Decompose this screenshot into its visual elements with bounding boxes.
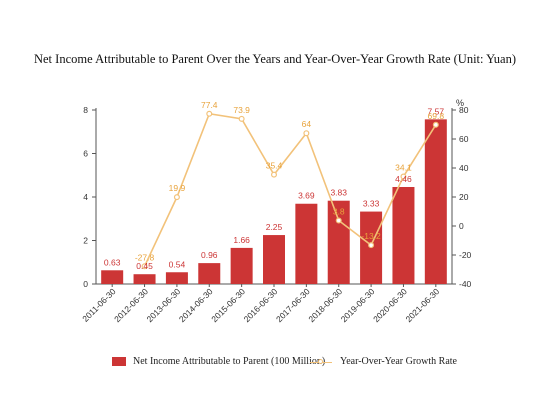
- growth-value-label: -13.2: [361, 231, 381, 241]
- x-tick-label: 2016-06-30: [242, 286, 280, 324]
- legend-bar-label: Net Income Attributable to Parent (100 M…: [133, 356, 326, 367]
- bar: [101, 270, 124, 284]
- growth-point: [206, 110, 213, 117]
- y-right-axis-unit: %: [456, 98, 464, 108]
- bar: [198, 263, 221, 284]
- y-right-tick-label: 60: [459, 134, 469, 144]
- x-tick-label: 2018-06-30: [306, 286, 344, 324]
- y-left-tick-label: 2: [83, 236, 88, 246]
- y-left-tick-label: 6: [83, 149, 88, 159]
- legend-bar-swatch: [112, 357, 126, 366]
- growth-value-label: 34.1: [395, 163, 412, 173]
- growth-point: [368, 242, 375, 249]
- bar: [327, 200, 350, 284]
- bar: [424, 119, 447, 284]
- growth-point: [238, 115, 245, 122]
- growth-value-label: -27.8: [135, 252, 155, 262]
- bar-value-label: 3.33: [363, 199, 380, 209]
- legend-line-swatch: [310, 357, 332, 367]
- growth-value-label: 69.8: [428, 111, 445, 121]
- growth-point: [141, 263, 148, 270]
- x-tick-label: 2021-06-30: [403, 286, 441, 324]
- y-right-tick-label: -40: [459, 279, 472, 289]
- growth-point: [432, 121, 439, 128]
- legend-item-line: Year-Over-Year Growth Rate: [310, 356, 457, 367]
- growth-value-label: 19.9: [169, 183, 186, 193]
- x-tick-label: 2015-06-30: [209, 286, 247, 324]
- y-left-tick-label: 4: [83, 192, 88, 202]
- x-tick-label: 2019-06-30: [339, 286, 377, 324]
- growth-line: [143, 112, 437, 267]
- bar: [165, 272, 188, 284]
- bar-value-label: 3.69: [298, 191, 315, 201]
- bar-value-label: 0.45: [136, 261, 153, 271]
- growth-value-label: 3.8: [333, 206, 345, 216]
- x-tick-label: 2014-06-30: [177, 286, 215, 324]
- y-right-tick-label: -20: [459, 250, 472, 260]
- bar-value-label: 2.25: [266, 222, 283, 232]
- growth-point: [335, 217, 342, 224]
- x-tick-label: 2017-06-30: [274, 286, 312, 324]
- bar-value-label: 7.57: [428, 106, 445, 116]
- bar: [263, 235, 285, 284]
- x-tick-label: 2013-06-30: [145, 286, 183, 324]
- y-right-tick-label: 40: [459, 163, 469, 173]
- bar: [133, 274, 156, 284]
- bar-value-label: 1.66: [233, 235, 250, 245]
- y-left-tick-label: 8: [83, 105, 88, 115]
- growth-point: [173, 194, 180, 201]
- bar-value-label: 0.96: [201, 250, 218, 260]
- growth-point: [303, 130, 310, 137]
- growth-value-label: 64: [302, 119, 312, 129]
- y-left-tick-label: 0: [83, 279, 88, 289]
- y-right-tick-label: 80: [459, 105, 469, 115]
- x-tick-label: 2012-06-30: [112, 286, 150, 324]
- bar-value-label: 0.63: [104, 257, 121, 267]
- bar-value-label: 4.46: [395, 174, 412, 184]
- bar: [295, 203, 318, 284]
- bar-value-label: 0.54: [169, 259, 186, 269]
- bar-value-label: 3.83: [330, 188, 347, 198]
- growth-point: [400, 173, 407, 180]
- chart-title: Net Income Attributable to Parent Over t…: [33, 52, 517, 66]
- x-tick-label: 2020-06-30: [371, 286, 409, 324]
- growth-value-label: 35.4: [266, 161, 283, 171]
- growth-value-label: 73.9: [233, 105, 250, 115]
- growth-value-label: 77.4: [201, 100, 218, 110]
- growth-point: [271, 171, 278, 178]
- y-right-tick-label: 0: [459, 221, 464, 231]
- legend-line-label: Year-Over-Year Growth Rate: [340, 356, 457, 367]
- bar: [392, 186, 415, 284]
- y-right-tick-label: 20: [459, 192, 469, 202]
- legend-item-bar: Net Income Attributable to Parent (100 M…: [112, 356, 325, 367]
- bar: [230, 247, 253, 284]
